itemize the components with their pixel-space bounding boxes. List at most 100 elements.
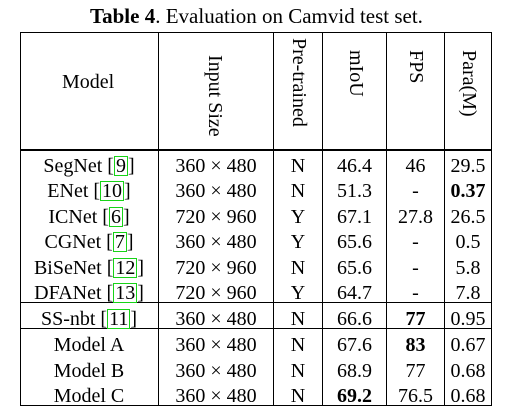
cell-para: 26.5 (450, 206, 486, 228)
cell-model: Model B (20, 359, 158, 383)
cell-model: SegNet [9] (20, 154, 158, 178)
cell-input: 360 × 480 (175, 155, 257, 177)
cell-pre: Y (290, 231, 306, 253)
results-table: Model Input Size Pre-trained mIoU FPS Pa… (20, 32, 492, 408)
cell-miou: 65.6 (337, 257, 372, 279)
citation: [12] (106, 257, 145, 279)
cell-pre: N (290, 308, 306, 330)
cell-input: 720 × 960 (175, 282, 257, 304)
citation: [11] (100, 308, 138, 330)
cell-para: 29.5 (450, 155, 486, 177)
cell-input: 360 × 480 (175, 334, 257, 356)
header-input-size: Input Size (204, 55, 226, 137)
cell-para: 7.8 (455, 282, 481, 304)
model-name: ICNet (48, 206, 98, 228)
citation-link[interactable]: 10 (100, 180, 125, 202)
cell-model: Model C (20, 384, 158, 408)
cell-model: ICNet [6] (20, 205, 158, 229)
citation-link[interactable]: 12 (113, 257, 138, 279)
header-model: Model (62, 71, 115, 93)
cell-model: ENet [10] (20, 179, 158, 203)
cell-pre: N (290, 155, 306, 177)
cell-para: 0.95 (450, 308, 486, 330)
model-name: CGNet (44, 231, 102, 253)
model-name: SS-nbt (40, 308, 96, 330)
cell-pre: N (290, 385, 306, 407)
cell-input: 360 × 480 (175, 385, 257, 407)
cell-model: Model A (20, 333, 158, 357)
cell-fps: 27.8 (398, 206, 433, 228)
cell-fps: 83 (405, 334, 426, 356)
vrule-2 (273, 32, 274, 406)
header-pretrained: Pre-trained (288, 38, 310, 127)
model-name: SegNet (43, 155, 103, 177)
cell-pre: N (290, 334, 306, 356)
cell-input: 360 × 480 (175, 308, 257, 330)
model-name: Model B (53, 360, 125, 382)
cell-fps: 77 (405, 308, 426, 330)
cell-fps: - (412, 231, 419, 253)
cell-fps: 77 (405, 360, 426, 382)
model-name: ENet (47, 180, 89, 202)
rule-top (20, 32, 492, 33)
citation-link[interactable]: 11 (107, 308, 131, 330)
cell-para: 0.68 (450, 385, 486, 407)
cell-fps: 76.5 (398, 385, 433, 407)
cell-pre: Y (290, 206, 306, 228)
cell-pre: N (290, 257, 306, 279)
cell-miou: 67.6 (337, 334, 372, 356)
citation: [6] (102, 206, 130, 228)
cell-input: 360 × 480 (175, 180, 257, 202)
cell-input: 720 × 960 (175, 257, 257, 279)
rule-bottom (20, 405, 492, 406)
vrule-1 (158, 32, 159, 406)
cell-miou: 65.6 (337, 231, 372, 253)
header-fps: FPS (405, 50, 427, 84)
rule-mid2 (20, 328, 492, 329)
citation-link[interactable]: 13 (113, 282, 138, 304)
citation: [7] (106, 231, 134, 253)
vrule-3 (322, 32, 323, 406)
citation-link[interactable]: 7 (112, 231, 127, 253)
cell-miou: 46.4 (337, 155, 372, 177)
model-name: Model A (53, 334, 125, 356)
cell-pre: Y (290, 282, 306, 304)
cell-miou: 64.7 (337, 282, 372, 304)
cell-para: 0.67 (450, 334, 486, 356)
cell-input: 720 × 960 (175, 206, 257, 228)
cell-fps: - (412, 282, 419, 304)
citation-link[interactable]: 9 (113, 155, 128, 177)
caption-label: Table 4 (90, 4, 156, 28)
vrule-left (20, 32, 21, 406)
citation-link[interactable]: 6 (108, 206, 123, 228)
cell-miou: 51.3 (337, 180, 372, 202)
header-params: Para(M) (458, 50, 480, 117)
cell-model: SS-nbt [11] (20, 307, 158, 331)
cell-miou: 67.1 (337, 206, 372, 228)
cell-input: 360 × 480 (175, 360, 257, 382)
cell-para: 0.37 (450, 180, 486, 202)
rule-mid1 (20, 302, 492, 303)
cell-miou: 69.2 (337, 385, 372, 407)
cell-model: CGNet [7] (20, 230, 158, 254)
cell-fps: - (412, 257, 419, 279)
vrule-right (491, 32, 492, 406)
rule-header (20, 149, 492, 151)
cell-miou: 66.6 (337, 308, 372, 330)
cell-model: DFANet [13] (20, 281, 158, 305)
cell-fps: - (412, 180, 419, 202)
cell-fps: 46 (405, 155, 426, 177)
cell-input: 360 × 480 (175, 231, 257, 253)
cell-para: 0.68 (450, 360, 486, 382)
cell-pre: N (290, 360, 306, 382)
cell-pre: N (290, 180, 306, 202)
model-name: BiSeNet (33, 257, 102, 279)
caption-text: . Evaluation on Camvid test set. (155, 4, 423, 28)
table-caption: Table 4. Evaluation on Camvid test set. (0, 4, 513, 28)
model-name: Model C (53, 385, 125, 407)
citation: [13] (106, 282, 144, 304)
header-miou: mIoU (345, 50, 367, 97)
cell-para: 5.8 (455, 257, 481, 279)
cell-miou: 68.9 (337, 360, 372, 382)
citation: [10] (93, 180, 131, 202)
